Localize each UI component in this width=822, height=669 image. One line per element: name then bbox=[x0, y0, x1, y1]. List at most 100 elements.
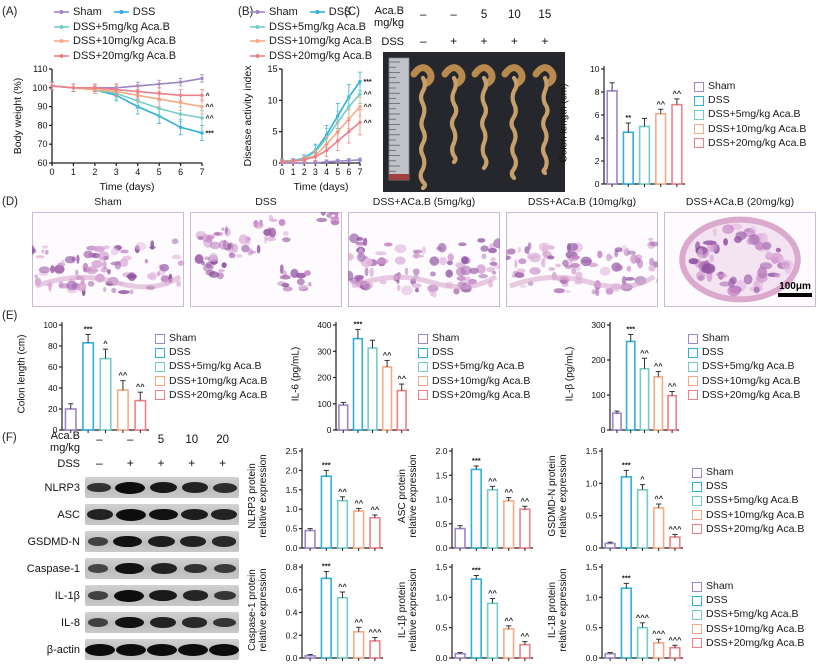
legend-item: DSS bbox=[113, 5, 155, 20]
svg-text:1: 1 bbox=[71, 167, 76, 177]
legend-item: Sham bbox=[694, 80, 806, 93]
sig-label: ^^ bbox=[397, 374, 406, 383]
bar-group: ^^^ bbox=[668, 524, 682, 551]
legend-square-marker bbox=[418, 376, 428, 387]
legend-item-label: DSS bbox=[706, 480, 728, 493]
bar-group: *** bbox=[470, 456, 482, 551]
blot-strip bbox=[85, 558, 239, 579]
bar-group: ^^ bbox=[519, 496, 531, 551]
svg-text:1.5: 1.5 bbox=[586, 562, 598, 572]
sig-label: *** bbox=[206, 130, 214, 137]
western-blots: NLRP3 ASC GSDMD-N Caspase-1 IL-1β IL-8 β-actin bbox=[0, 474, 240, 663]
bar bbox=[503, 628, 515, 659]
sig-label: ^^ bbox=[119, 371, 128, 380]
y-axis-label: Disease activity index bbox=[242, 65, 254, 167]
legend-square-marker bbox=[692, 595, 702, 606]
lane-value: – bbox=[450, 9, 457, 21]
legend-item: DSS+10mg/kg Aca.B bbox=[692, 623, 804, 636]
lane-value: – bbox=[420, 9, 427, 21]
svg-text:100: 100 bbox=[43, 320, 57, 330]
legend-item: DSS+5mg/kg Aca.B bbox=[692, 608, 804, 621]
svg-text:0: 0 bbox=[327, 425, 332, 435]
bar-group: ^^ bbox=[116, 371, 129, 433]
blot-row-label: IL-8 bbox=[61, 616, 80, 629]
sig-label: ^ bbox=[206, 92, 210, 100]
panel-c-dose-values: – – 5 10 15 bbox=[408, 9, 560, 21]
blot-row: IL-1β bbox=[0, 582, 240, 609]
legend-item-label: DSS+5mg/kg Aca.B bbox=[702, 360, 795, 373]
blot-row: IL-8 bbox=[0, 609, 240, 636]
bar-group: ^^ bbox=[503, 488, 515, 551]
legend-item: DSS+10mg/kg Aca.B bbox=[155, 375, 267, 388]
blot-band bbox=[213, 590, 237, 601]
legend-item: Sham bbox=[250, 5, 298, 20]
histology-image-10mg bbox=[506, 212, 658, 307]
lane-value: + bbox=[188, 456, 196, 470]
series-DSS+20mg/kg Aca.B: ^^ bbox=[280, 109, 372, 164]
nlrp3-ylabel: NLRP3 protein relative expression bbox=[247, 454, 269, 538]
legend-item-label: DSS+10mg/kg Aca.B bbox=[708, 122, 807, 135]
legend-square-marker bbox=[155, 333, 165, 344]
legend-item: DSS bbox=[692, 594, 804, 607]
bar bbox=[367, 347, 378, 431]
bar bbox=[636, 488, 649, 549]
legend-item: DSS+5mg/kg Aca.B bbox=[418, 360, 530, 373]
svg-text:2: 2 bbox=[302, 167, 307, 177]
bar bbox=[622, 131, 634, 185]
bar bbox=[134, 399, 147, 431]
bar bbox=[369, 516, 381, 549]
svg-text:2.0: 2.0 bbox=[286, 465, 298, 475]
lane-value: + bbox=[157, 456, 165, 470]
legend-item: DSS+5mg/kg Aca.B bbox=[250, 20, 366, 35]
legend-line-marker bbox=[54, 10, 69, 15]
bar bbox=[381, 366, 393, 431]
bar bbox=[620, 476, 632, 549]
sig-label: *** bbox=[322, 460, 331, 469]
bar-group: ^^ bbox=[396, 374, 407, 433]
bar bbox=[454, 652, 466, 659]
sig-label: ^^ bbox=[364, 103, 372, 111]
bar-group bbox=[611, 410, 622, 433]
sig-label: ^^ bbox=[654, 362, 663, 371]
lane-value: + bbox=[126, 456, 134, 470]
blot-band bbox=[87, 537, 108, 546]
svg-text:5: 5 bbox=[272, 127, 277, 137]
bar-group: ^^^ bbox=[368, 628, 382, 661]
legend-item: DSS+5mg/kg Aca.B bbox=[694, 108, 806, 121]
panel-f-dose-label: Aca.B mg/kg bbox=[50, 430, 80, 455]
svg-text:0: 0 bbox=[49, 167, 54, 177]
svg-text:100: 100 bbox=[317, 399, 331, 409]
bar-group: ** bbox=[622, 113, 634, 187]
legend-item-label: DSS+10mg/kg Aca.B bbox=[706, 622, 805, 635]
legend-line-marker bbox=[250, 39, 265, 44]
svg-text:300: 300 bbox=[591, 320, 605, 330]
bar-group: *** bbox=[352, 319, 364, 433]
bar-group: ^^ bbox=[639, 348, 649, 433]
legend-square-marker bbox=[418, 390, 428, 401]
legend-item: DSS+20mg/kg Aca.B bbox=[692, 523, 804, 536]
il6-chart: 0 100 200 300 400 *** ^^ ^^ bbox=[317, 319, 409, 435]
svg-text:0: 0 bbox=[279, 167, 284, 177]
ilb-chart: 0 100 200 300 *** ^^ ^^ ^^ bbox=[591, 320, 679, 435]
sig-label: ** bbox=[625, 113, 631, 122]
legend-item-label: DSS+5mg/kg Aca.B bbox=[169, 360, 262, 373]
sig-label: *** bbox=[472, 565, 481, 574]
svg-text:0.5: 0.5 bbox=[436, 623, 448, 633]
blot-band bbox=[88, 564, 108, 573]
svg-text:4: 4 bbox=[135, 167, 140, 177]
svg-text:60: 60 bbox=[48, 362, 58, 372]
svg-text:0: 0 bbox=[601, 425, 606, 435]
bar-group: ^ bbox=[99, 339, 112, 433]
svg-text:0: 0 bbox=[272, 158, 277, 168]
legend-item: Sham bbox=[155, 332, 267, 345]
blot-band bbox=[115, 508, 146, 521]
svg-text:0.5: 0.5 bbox=[586, 623, 598, 633]
panel-f-dss-label: DSS bbox=[57, 458, 80, 470]
legend-item-label: DSS+5mg/kg Aca.B bbox=[269, 20, 366, 33]
blot-band bbox=[149, 617, 177, 628]
legend-line-marker bbox=[250, 24, 265, 29]
sig-label: ^^^ bbox=[668, 635, 682, 644]
bar-group bbox=[638, 117, 651, 187]
svg-text:1.0: 1.0 bbox=[586, 478, 598, 488]
